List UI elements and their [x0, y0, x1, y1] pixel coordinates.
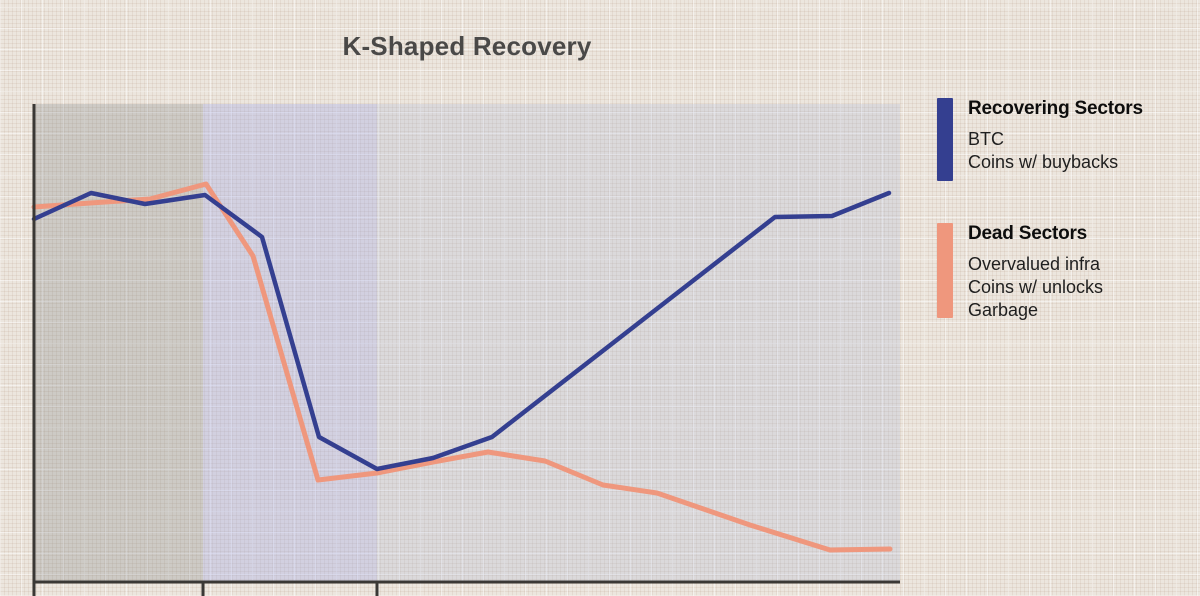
legend-recovering-texts: Recovering Sectors BTC Coins w/ buybacks: [968, 98, 1143, 174]
legend-recovering-heading: Recovering Sectors: [968, 98, 1143, 119]
series-line-dead: [31, 181, 893, 553]
legend-dead-texts: Dead Sectors Overvalued infra Coins w/ u…: [968, 223, 1103, 322]
dead-color-bar: [937, 223, 953, 318]
recovering-color-bar: [937, 98, 953, 181]
legend-item-coins-buybacks: Coins w/ buybacks: [968, 152, 1119, 172]
series-line-recovering: [31, 190, 892, 472]
legend-dead-heading: Dead Sectors: [968, 223, 1088, 244]
legend-item-overvalued-infra: Overvalued infra: [968, 254, 1101, 274]
chart-title: K-Shaped Recovery: [342, 31, 592, 61]
legend-dead-sectors: Dead Sectors Overvalued infra Coins w/ u…: [937, 223, 1103, 322]
legend-item-coins-unlocks: Coins w/ unlocks: [968, 277, 1104, 297]
legend-recovering-sectors: Recovering Sectors BTC Coins w/ buybacks: [937, 98, 1143, 181]
legend-item-garbage: Garbage: [968, 300, 1039, 320]
legend-item-btc: BTC: [968, 129, 1004, 149]
phase-region_1: [34, 104, 203, 582]
phase-region_3: [377, 104, 900, 582]
